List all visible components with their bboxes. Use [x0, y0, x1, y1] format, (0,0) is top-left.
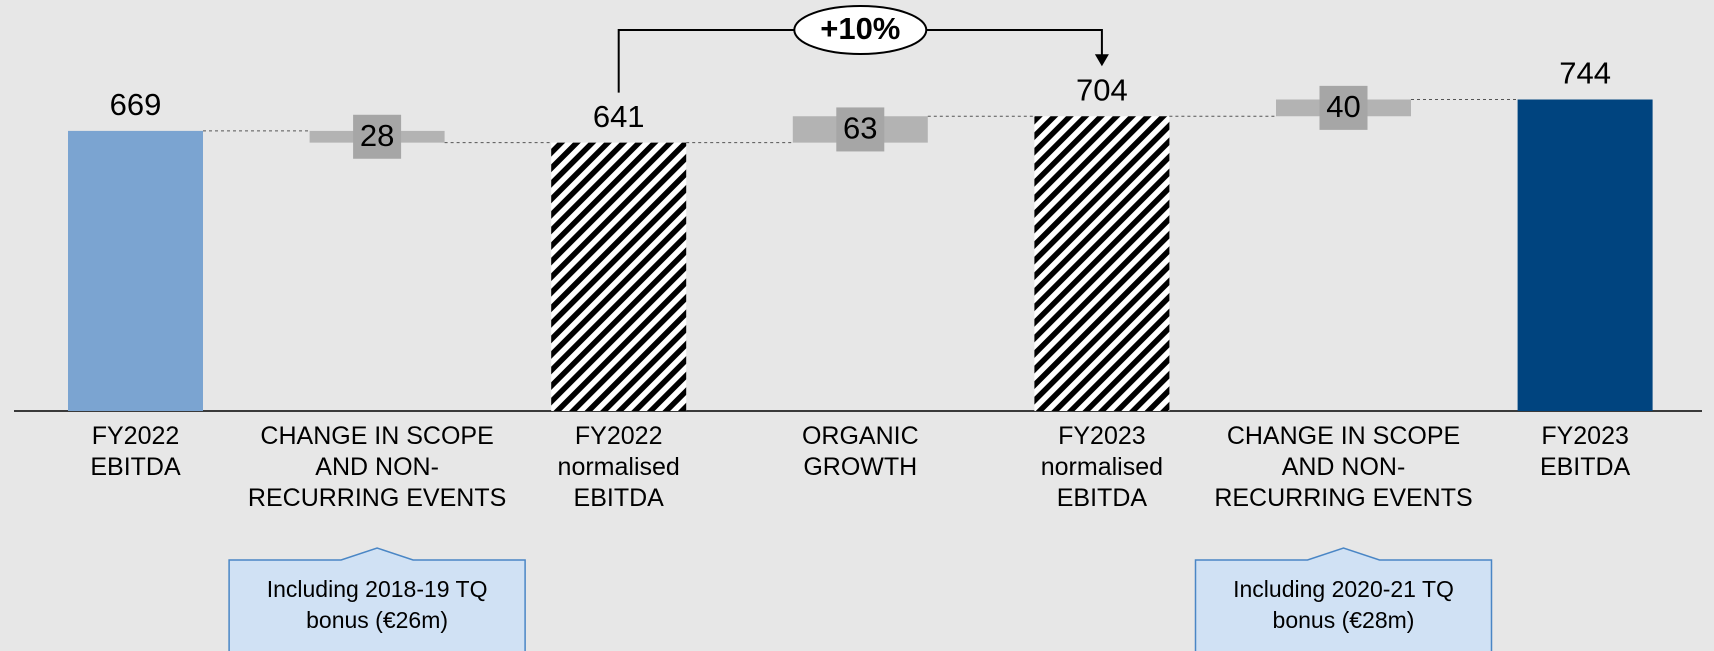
- bar: [68, 130, 203, 411]
- callout: [228, 547, 526, 651]
- value-label: 641: [593, 99, 645, 134]
- x-tick-label: FY2022 normalised EBITDA: [558, 422, 680, 512]
- callout: [1194, 547, 1493, 651]
- x-tick-label: CHANGE IN SCOPE AND NON-RECURRING EVENTS: [248, 422, 506, 512]
- delta-label-box: [353, 114, 402, 159]
- bar: [1034, 116, 1170, 411]
- delta-label-box: [836, 107, 885, 152]
- callout-text: Including 2020-21 TQ bonus (€28m): [1233, 576, 1454, 633]
- badge: [793, 5, 928, 55]
- x-tick-label: FY2022 EBITDA: [90, 422, 181, 481]
- delta-label-box: [1319, 85, 1368, 130]
- x-tick-label: FY2023 EBITDA: [1540, 422, 1631, 481]
- x-tick-label: ORGANIC GROWTH: [802, 422, 919, 481]
- x-tick-label: FY2023 normalised EBITDA: [1041, 422, 1163, 512]
- value-label: 40: [1326, 89, 1360, 124]
- callout-text: Including 2018-19 TQ bonus (€26m): [267, 576, 488, 633]
- value-label: 63: [843, 111, 877, 146]
- bar: [1517, 99, 1653, 411]
- value-label: 669: [110, 87, 162, 122]
- growth-label: +10%: [820, 11, 900, 46]
- x-tick-label: CHANGE IN SCOPE AND NON-RECURRING EVENTS: [1214, 422, 1472, 512]
- bar: [551, 142, 687, 411]
- value-label: 704: [1076, 72, 1128, 107]
- value-label: 28: [360, 118, 394, 153]
- value-label: 744: [1559, 56, 1611, 91]
- arrowhead: [1094, 54, 1109, 67]
